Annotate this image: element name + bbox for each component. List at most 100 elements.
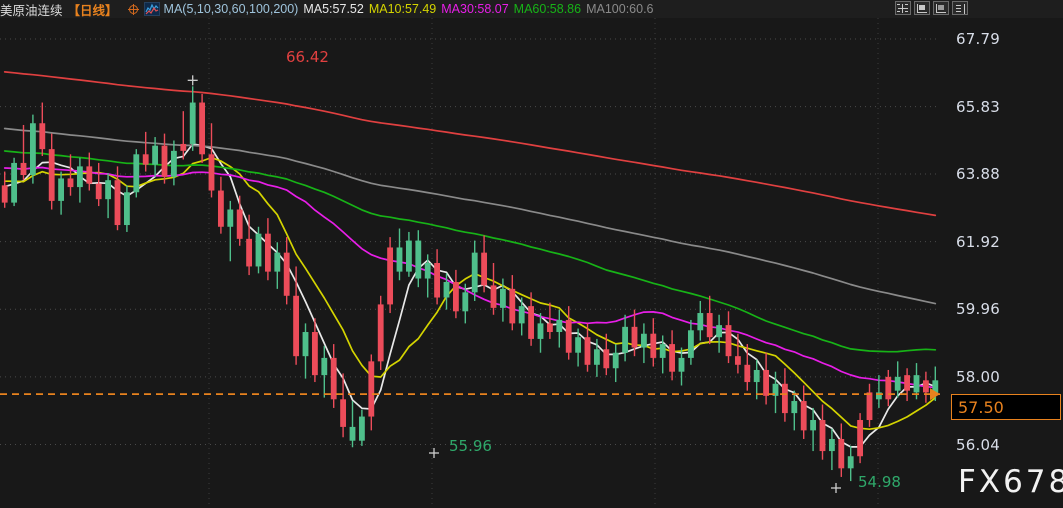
candle-body [255,233,262,267]
candle-body [161,145,168,177]
symbol-name[interactable]: 美原油连续 [0,2,63,18]
candle-body [142,154,149,165]
ma-line-ma60 [3,150,937,353]
candle-body [349,426,356,441]
candle-body [885,376,892,400]
ma60-value: MA60:58.86 [513,2,582,16]
candle-body [123,192,130,226]
candle-body [565,319,572,353]
candle-body [518,306,525,324]
snapshot-right-icon[interactable] [933,1,949,15]
candle-body [387,247,394,305]
candle-body [904,375,911,391]
indicator-label[interactable]: MA(5,10,30,60,100,200) [163,2,299,16]
candle-body [368,361,375,417]
candle-body [283,252,290,296]
candle-body [857,420,864,457]
candlestick-svg: 66.42 55.96 54.98 [0,18,940,508]
candle-body [67,178,74,188]
ma-line-ma200 [3,71,937,217]
mini-chart-icon[interactable] [143,2,160,16]
watermark: FX678 [958,464,1063,500]
candle-body [800,401,807,431]
candle-body [669,344,676,372]
current-price-badge: 57.50 [951,394,1061,421]
candle-body [358,416,365,441]
candle-body [180,143,187,151]
candle-body [170,150,177,177]
candle-body [20,162,27,176]
candle-body [922,380,929,393]
fit-chart-icon[interactable] [895,1,911,15]
candle-body [133,154,140,193]
candle-body [11,162,18,203]
price-tick: 59.96 [956,300,1000,319]
header-toolbar [895,1,968,15]
candle-body [189,102,196,144]
price-line [0,388,940,401]
ma-lines [3,71,937,448]
ma5-value: MA5:57.52 [303,2,364,16]
candle-body [659,344,666,358]
candle-body [293,295,300,357]
candle-body [697,313,704,331]
candle-body [86,166,93,184]
candle-body [396,247,403,272]
candle-body [725,325,732,357]
candle-body [678,357,685,372]
candle-body [452,281,459,312]
candle-body [443,281,450,298]
candle-body [838,438,845,469]
low-label-1: 55.96 [449,437,492,455]
ma-line-ma100 [3,127,937,305]
candle-body [509,288,516,324]
candle-body [199,102,206,155]
candle-body [434,263,441,298]
candle-body [227,209,234,227]
candle-body [575,337,582,353]
candle-body [481,252,488,286]
candle-body [810,420,817,431]
candle-body [603,349,610,369]
candle-body [105,180,112,200]
annotations: 66.42 55.96 54.98 [187,48,901,493]
high-label: 66.42 [286,48,329,66]
candle-body [490,285,497,308]
candle-body [217,190,224,227]
candle-body [95,183,102,200]
current-price-marker [930,388,940,401]
candle-body [612,352,619,369]
ma30-value: MA30:58.07 [441,2,509,16]
candle-body [58,178,65,201]
candle-body [340,399,347,427]
candle-body [462,292,469,312]
candle-body [424,263,431,279]
crosshair-target-icon[interactable] [127,3,139,15]
candle-body [246,238,253,267]
price-tick: 67.79 [956,30,1000,49]
price-tick: 63.88 [956,164,1000,183]
chart-plot-area[interactable]: 66.42 55.96 54.98 [0,18,940,508]
candle-body [29,123,36,176]
candle-body [622,326,629,353]
period-label[interactable]: 【日线】 [67,3,118,18]
align-right-icon[interactable] [952,1,968,15]
candle-body [330,357,337,400]
candle-body [932,380,939,395]
candle-body [744,364,751,383]
candle-body [302,332,309,357]
snapshot-left-icon[interactable] [914,1,930,15]
candle-body [39,123,46,150]
candle-body [208,154,215,191]
candle-body [913,375,920,393]
candle-body [415,240,422,279]
candle-body [274,252,281,272]
price-tick: 61.92 [956,232,1000,251]
price-axis[interactable]: 57.50 FX678 67.79 65.83 63.88 61.92 59.96 58.… [940,18,1063,508]
candle-body [546,323,553,333]
candle-body [828,438,835,452]
candle-body [791,401,798,414]
candle-body [819,420,826,452]
candle-body [236,209,243,239]
